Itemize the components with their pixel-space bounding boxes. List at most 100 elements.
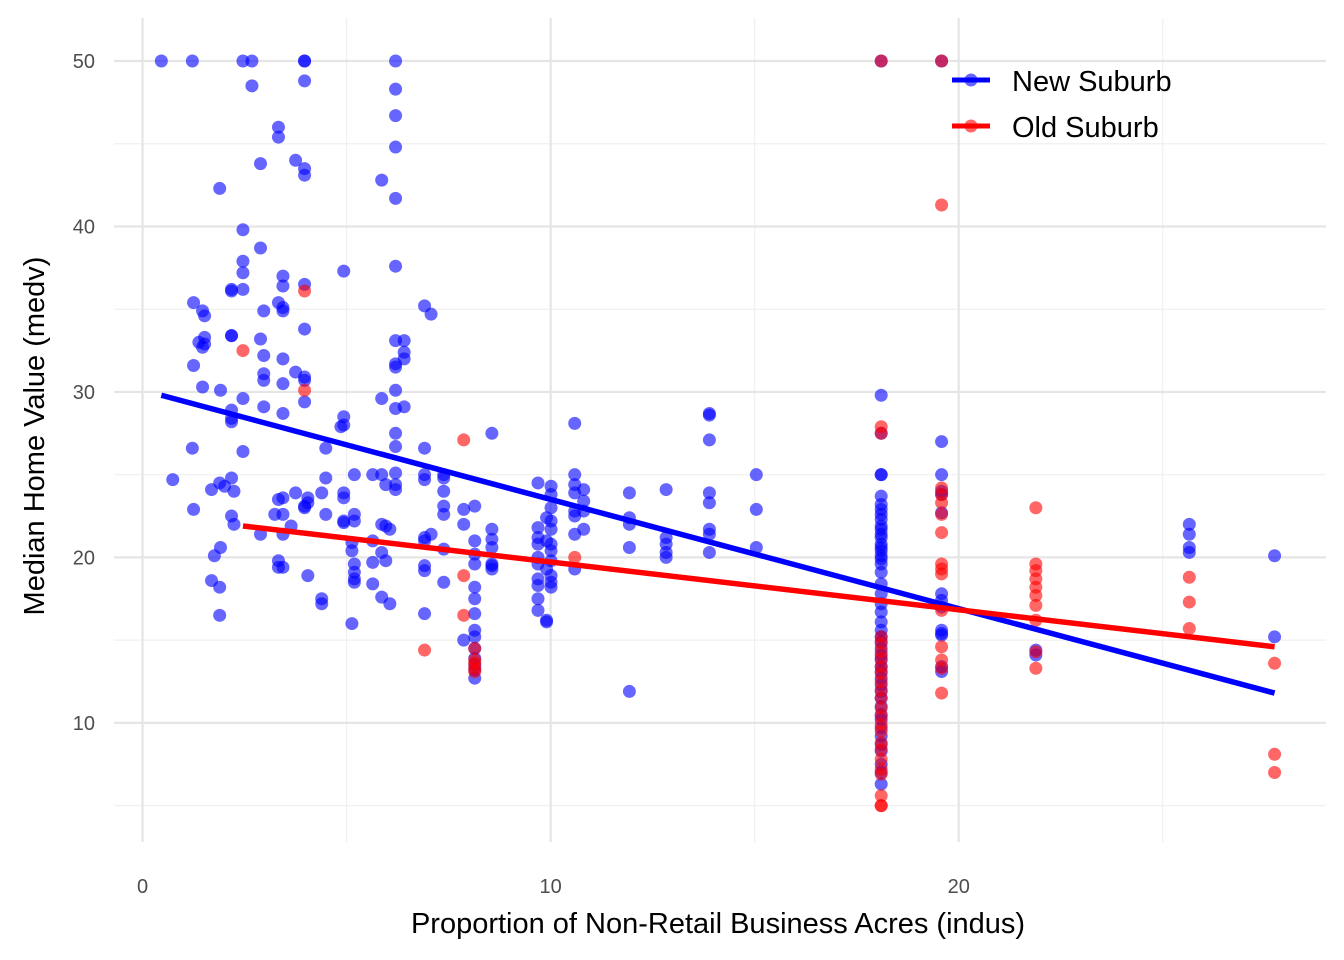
- data-point: [935, 628, 949, 642]
- data-point: [1182, 570, 1196, 584]
- data-point: [298, 373, 312, 387]
- data-point: [389, 82, 403, 96]
- data-point: [457, 608, 471, 622]
- data-point: [935, 198, 949, 212]
- data-point: [375, 173, 389, 187]
- y-axis-ticks: 10 20 30 40 50: [73, 51, 95, 735]
- data-point: [531, 603, 545, 617]
- data-point: [468, 665, 482, 679]
- data-point: [1182, 595, 1196, 609]
- data-point: [389, 466, 403, 480]
- data-point: [301, 569, 315, 583]
- data-point: [245, 79, 259, 93]
- data-point: [935, 54, 949, 68]
- data-point: [389, 259, 403, 273]
- data-point: [874, 742, 888, 756]
- data-point: [254, 157, 268, 171]
- data-point: [236, 282, 250, 296]
- data-point: [418, 441, 432, 455]
- data-point: [345, 544, 359, 558]
- data-point: [205, 483, 219, 497]
- data-point: [257, 400, 271, 414]
- data-point: [337, 264, 351, 278]
- data-point: [334, 420, 348, 434]
- data-point: [874, 752, 888, 766]
- data-point: [225, 284, 239, 298]
- data-point: [622, 486, 636, 500]
- data-point: [622, 540, 636, 554]
- data-point: [375, 468, 389, 482]
- data-point: [383, 597, 397, 611]
- data-point: [389, 140, 403, 154]
- data-point: [345, 617, 359, 631]
- data-point: [276, 269, 290, 283]
- data-point: [254, 241, 268, 255]
- data-point: [1182, 622, 1196, 636]
- x-tick-label: 20: [948, 876, 970, 898]
- data-point: [531, 476, 545, 490]
- data-point: [485, 532, 499, 546]
- data-point: [935, 686, 949, 700]
- data-point: [196, 340, 210, 354]
- data-point: [468, 557, 482, 571]
- data-point: [298, 501, 312, 515]
- data-point: [622, 684, 636, 698]
- grid-lines: [114, 18, 1326, 842]
- x-tick-label: 10: [540, 876, 562, 898]
- data-point: [702, 496, 716, 510]
- data-point: [468, 630, 482, 644]
- data-point: [236, 344, 250, 358]
- data-point: [389, 426, 403, 440]
- data-point: [1182, 517, 1196, 531]
- data-point: [424, 307, 438, 321]
- data-point: [418, 473, 432, 487]
- data-point: [154, 54, 168, 68]
- data-point: [457, 433, 471, 447]
- data-point: [257, 349, 271, 363]
- data-point: [187, 502, 201, 516]
- data-point: [935, 507, 949, 521]
- legend: New Suburb Old Suburb: [952, 66, 1172, 144]
- data-point: [577, 522, 591, 536]
- data-point: [315, 597, 329, 611]
- data-point: [298, 322, 312, 336]
- series-points-1: [236, 54, 1282, 813]
- data-point: [568, 550, 582, 564]
- x-tick-label: 0: [137, 876, 148, 898]
- data-point: [389, 440, 403, 454]
- data-point: [544, 479, 558, 493]
- data-point: [298, 395, 312, 409]
- data-point: [457, 569, 471, 583]
- data-point: [375, 392, 389, 406]
- data-point: [225, 329, 239, 343]
- data-point: [213, 181, 227, 195]
- data-point: [1268, 766, 1282, 780]
- data-point: [227, 484, 241, 498]
- data-point: [468, 592, 482, 606]
- data-point: [196, 380, 210, 394]
- data-point: [236, 445, 250, 459]
- y-tick-label: 50: [73, 51, 95, 73]
- data-point: [531, 592, 545, 606]
- data-point: [659, 483, 673, 497]
- data-point: [389, 360, 403, 374]
- data-point: [1268, 656, 1282, 670]
- data-point: [213, 580, 227, 594]
- data-point: [457, 633, 471, 647]
- legend-label-old-suburb: Old Suburb: [1012, 112, 1159, 144]
- data-point: [749, 502, 763, 516]
- data-point: [702, 408, 716, 422]
- data-point: [289, 153, 303, 167]
- data-point: [319, 507, 333, 521]
- data-point: [187, 358, 201, 372]
- data-point: [389, 383, 403, 397]
- data-point: [214, 383, 228, 397]
- x-axis-title: Proportion of Non-Retail Business Acres …: [411, 908, 1025, 940]
- data-point: [418, 607, 432, 621]
- data-point: [540, 615, 554, 629]
- trend-line-0: [160, 392, 1276, 696]
- data-point: [379, 478, 393, 492]
- data-point: [268, 507, 282, 521]
- data-point: [1268, 630, 1282, 644]
- data-point: [468, 580, 482, 594]
